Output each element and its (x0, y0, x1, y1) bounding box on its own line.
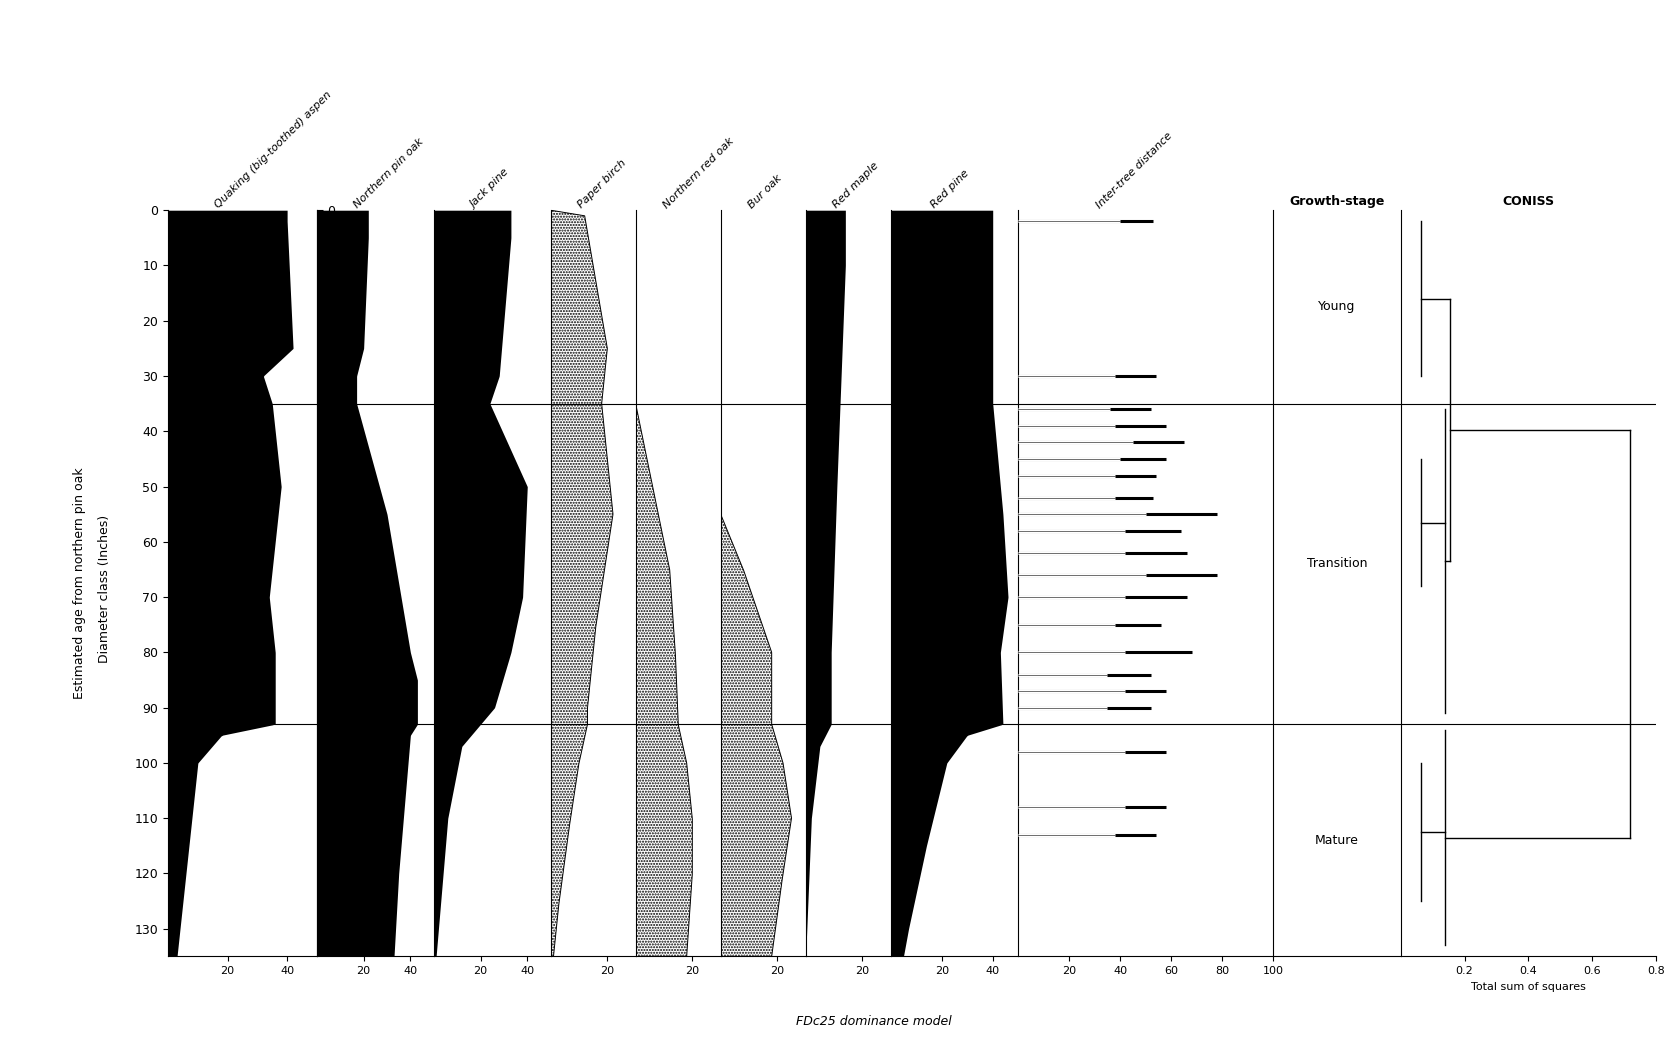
Text: Diameter class (Inches): Diameter class (Inches) (97, 515, 111, 662)
Text: Red pine: Red pine (929, 168, 971, 210)
Text: FDc25 dominance model: FDc25 dominance model (796, 1014, 951, 1028)
Text: Red maple: Red maple (830, 161, 880, 210)
Text: Mature: Mature (1314, 833, 1357, 847)
Text: Bur oak: Bur oak (746, 172, 783, 210)
Text: Paper birch: Paper birch (576, 158, 628, 210)
Text: Transition: Transition (1305, 557, 1366, 571)
Text: Inter-tree distance: Inter-tree distance (1094, 130, 1174, 210)
Text: Young: Young (1317, 301, 1354, 313)
Text: Northern red oak: Northern red oak (660, 136, 736, 210)
Y-axis label: Estimated age from northern pin oak: Estimated age from northern pin oak (72, 468, 86, 699)
X-axis label: Total sum of squares: Total sum of squares (1470, 982, 1584, 992)
Text: Quaking (big-toothed) aspen: Quaking (big-toothed) aspen (213, 89, 333, 210)
Text: Jack pine: Jack pine (469, 167, 511, 210)
Title: CONISS: CONISS (1502, 194, 1554, 208)
Title: Growth-stage: Growth-stage (1289, 194, 1384, 208)
Text: Northern pin oak: Northern pin oak (351, 137, 425, 210)
